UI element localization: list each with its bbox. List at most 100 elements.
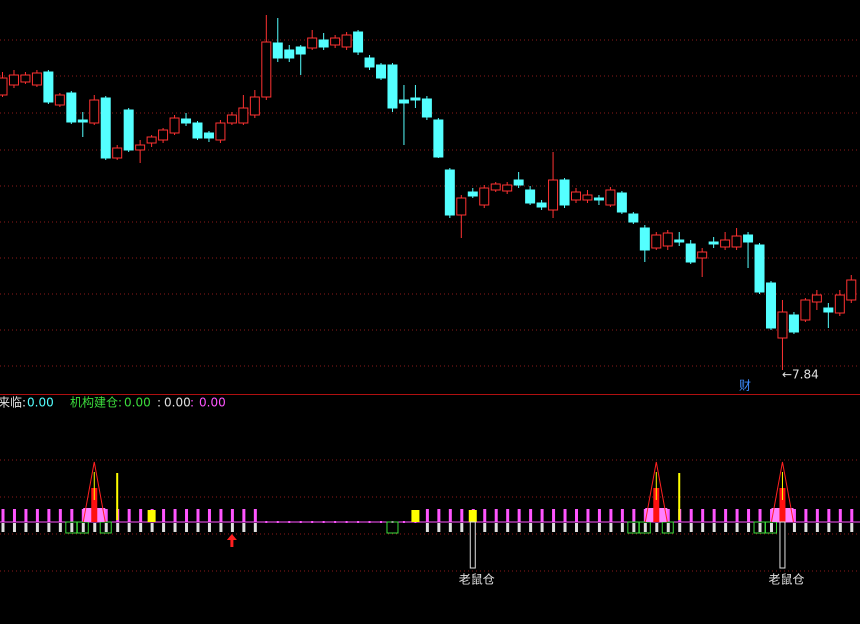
sub-tick-up: [460, 509, 464, 522]
sub-tick-down: [701, 523, 705, 532]
sub-tick-down: [58, 523, 62, 532]
candle-body: [318, 39, 329, 48]
sub-tick-up: [747, 509, 751, 522]
sub-tick-down: [678, 523, 682, 532]
sub-tick-down: [643, 523, 647, 532]
sub-tick-down: [483, 523, 487, 532]
sub-tick-up: [173, 509, 177, 522]
sub-tick-up: [437, 509, 441, 522]
sub-tick-up: [242, 509, 246, 522]
candle-body: [135, 144, 146, 151]
sub-tick-down: [712, 523, 716, 532]
green-box: [661, 521, 674, 534]
sub-tick-down: [81, 523, 85, 532]
candle-body: [639, 227, 650, 251]
sub-tick-up: [219, 509, 223, 522]
candle-body: [593, 197, 604, 201]
sub-tick-up: [517, 509, 521, 522]
sub-tick-down: [632, 523, 636, 532]
sub-tick-down: [185, 523, 189, 532]
sub-tick-down: [563, 523, 567, 532]
sub-tick-up: [609, 509, 613, 522]
sub-tick-down: [230, 523, 234, 532]
sub-tick-up: [12, 509, 16, 522]
sub-tick-up: [529, 509, 533, 522]
legend-label: :: [157, 396, 161, 410]
yellow-block: [411, 510, 420, 522]
sub-dot: [276, 521, 279, 523]
sub-tick-down: [586, 523, 590, 532]
sub-tick-up: [632, 509, 636, 522]
low-label: ←7.84: [782, 368, 819, 382]
sub-tick-down: [620, 523, 624, 532]
sub-tick-down: [769, 523, 773, 532]
sub-tick-up: [724, 509, 728, 522]
candle-body: [685, 243, 696, 263]
sub-tick-down: [735, 523, 739, 532]
sub-tick-up: [185, 509, 189, 522]
sub-tick-down: [104, 523, 108, 532]
sub-tick-up: [850, 509, 854, 522]
legend-label: :: [190, 396, 194, 410]
sub-tick-up: [35, 509, 39, 522]
candle-body: [731, 235, 742, 248]
candle-body: [203, 132, 214, 139]
sub-tick-up: [838, 509, 842, 522]
sub-dot: [402, 521, 405, 523]
sub-tick-up: [104, 509, 108, 522]
sub-tick-down: [437, 523, 441, 532]
sub-tick-up: [494, 509, 498, 522]
sub-dot: [265, 521, 268, 523]
candle-body: [226, 114, 237, 124]
candle-body: [112, 147, 123, 159]
sub-tick-up: [540, 509, 544, 522]
candle-body: [651, 234, 662, 249]
sub-tick-up: [162, 509, 166, 522]
candle-body: [788, 314, 799, 333]
marker-text: 财: [739, 379, 751, 393]
sub-tick-up: [127, 509, 131, 522]
sub-tick-up: [804, 509, 808, 522]
candle-body: [444, 169, 455, 216]
candle-body: [272, 42, 283, 59]
sub-tick-down: [758, 523, 762, 532]
sub-dot: [288, 521, 291, 523]
sub-tick-up: [735, 509, 739, 522]
sub-tick-up: [712, 509, 716, 522]
sub-tick-down: [666, 523, 670, 532]
candle-body: [720, 239, 731, 248]
sub-tick-down: [597, 523, 601, 532]
sub-tick-down: [93, 523, 97, 532]
sub-tick-up: [792, 509, 796, 522]
green-box: [386, 521, 399, 534]
sub-tick-up: [815, 509, 819, 522]
candle-body: [502, 184, 513, 192]
sub-tick-down: [575, 523, 578, 532]
candle-body: [376, 64, 387, 79]
sub-tick-up: [552, 509, 556, 522]
peak-triangle: [770, 461, 794, 523]
sub-tick-up: [139, 509, 143, 522]
candle-body: [536, 202, 547, 208]
candle-body: [456, 197, 467, 216]
sub-tick-up: [597, 509, 601, 522]
candle-body: [353, 31, 364, 53]
green-box: [638, 521, 651, 534]
candle-body: [467, 191, 478, 197]
sub-tick-down: [747, 523, 751, 532]
legend-value: 0.00: [27, 396, 54, 410]
sub-tick-up: [827, 509, 831, 522]
sub-tick-down: [827, 523, 831, 532]
candle-body: [548, 179, 559, 211]
candle-body: [387, 64, 398, 109]
sub-tick-up: [620, 509, 624, 522]
sub-tick-down: [609, 523, 613, 532]
candle-body: [307, 37, 318, 49]
candle-body: [8, 74, 19, 86]
legend-value: 0.00: [199, 396, 226, 410]
sub-tick-up: [563, 509, 567, 522]
candle-body: [215, 122, 226, 141]
peak-triangle: [82, 461, 106, 523]
sub-tick-down: [219, 523, 223, 532]
